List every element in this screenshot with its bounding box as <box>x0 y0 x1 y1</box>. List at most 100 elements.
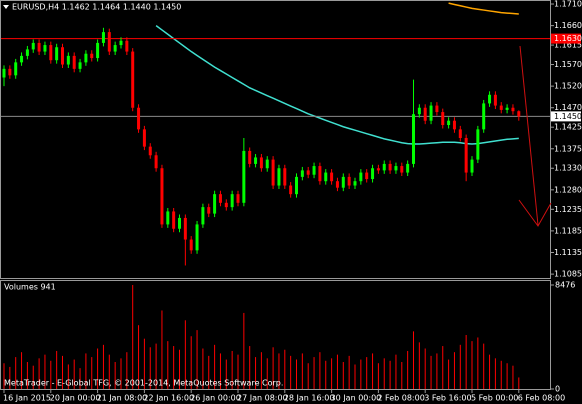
x-tick-label: 26 Jan 00:00 <box>190 394 241 403</box>
candle-body <box>25 49 29 56</box>
candle-body <box>43 45 47 52</box>
candle-body <box>464 137 468 173</box>
candle-body <box>195 224 199 251</box>
candle-body <box>318 166 322 182</box>
candle-body <box>230 194 234 208</box>
y-tick-label: 1.1280 <box>554 185 582 194</box>
candle-body <box>66 55 70 65</box>
collapse-icon[interactable] <box>3 5 9 9</box>
candle-body <box>84 53 88 63</box>
y-tick-label: 1.1660 <box>554 21 582 30</box>
level-label-box <box>551 33 581 44</box>
candle-body <box>412 114 415 164</box>
x-tick-label: 21 Jan 08:00 <box>97 394 148 403</box>
x-tick-label: 30 Jan 00:00 <box>331 394 382 403</box>
candle-body <box>359 172 363 182</box>
candle-body <box>236 194 240 203</box>
candle-body <box>242 150 246 203</box>
candle-body <box>452 120 456 130</box>
candle-body <box>435 105 439 113</box>
candle-body <box>14 62 18 76</box>
candle-body <box>107 32 111 52</box>
candle-body <box>131 51 135 108</box>
candle-body <box>365 172 369 180</box>
y-tick-label: 1.1710 <box>554 0 582 9</box>
price-plot <box>1 2 550 266</box>
price-pane-frame <box>0 0 551 279</box>
candle-body <box>429 105 433 121</box>
candle-body <box>499 105 503 110</box>
chart-title: EURUSD,H4 1.1462 1.1464 1.1440 1.1450 <box>12 3 181 12</box>
candle-body <box>341 176 345 188</box>
level-label: 1.1630 <box>554 34 582 43</box>
moving-average <box>155 25 519 145</box>
volume-tick-label: 8476 <box>555 281 575 290</box>
candle-body <box>2 68 6 78</box>
candle-body <box>306 170 310 175</box>
y-tick-label: 1.1425 <box>554 123 582 132</box>
x-tick-label: 27 Jan 08:00 <box>237 394 288 403</box>
x-tick-label: 16 Jan 2015 <box>3 394 51 403</box>
volume-pane-frame <box>0 280 551 390</box>
candle-body <box>201 207 205 225</box>
candle-body <box>218 194 222 203</box>
x-tick-label: 20 Jan 00:00 <box>50 394 101 403</box>
y-tick-label: 1.1470 <box>554 103 582 112</box>
candle-body <box>458 129 462 138</box>
candle-body <box>72 55 76 69</box>
candle-body <box>517 111 521 117</box>
candle-body <box>335 181 339 188</box>
candle-body <box>148 146 152 156</box>
candle-body <box>493 94 497 106</box>
candle-body <box>324 172 328 182</box>
candle-body <box>283 168 287 186</box>
candle-body <box>119 40 123 46</box>
candle-body <box>394 166 398 171</box>
candle-body <box>142 129 146 147</box>
candle-body <box>213 194 217 214</box>
x-tick-label: 6 Feb 08:00 <box>518 394 565 403</box>
candle-body <box>353 181 357 186</box>
y-tick-label: 1.1570 <box>554 60 582 69</box>
x-tick-label: 2 Feb 08:00 <box>377 394 424 403</box>
candle-body <box>511 107 515 112</box>
y-tick-label: 1.1185 <box>554 226 582 235</box>
volume-plot <box>3 285 520 389</box>
y-tick-label: 1.1135 <box>554 248 582 257</box>
candle-body <box>505 107 509 110</box>
candle-body <box>101 32 105 43</box>
candle-body <box>20 55 24 63</box>
candle-body <box>166 211 170 225</box>
candle-body <box>37 42 41 52</box>
candle-body <box>183 217 187 240</box>
candle-body <box>160 168 164 225</box>
candle-body <box>330 172 334 182</box>
candle-body <box>388 163 392 171</box>
y-tick-label: 1.1375 <box>554 144 582 153</box>
x-tick-label: 3 Feb 16:00 <box>424 394 471 403</box>
candle-body <box>265 159 269 169</box>
candle-body <box>406 163 410 173</box>
candle-body <box>49 45 53 61</box>
candle-body <box>376 168 380 171</box>
drawn-arrow <box>519 45 539 226</box>
candle-body <box>172 211 176 229</box>
drawn-arrow-head <box>518 199 552 227</box>
candle-body <box>189 239 193 251</box>
candle-body <box>347 176 351 186</box>
candle-body <box>447 120 451 126</box>
candle-body <box>90 53 94 59</box>
candle-body <box>423 107 427 121</box>
x-tick-label: 28 Jan 16:00 <box>284 394 335 403</box>
candle-body <box>78 62 82 69</box>
candle-body <box>295 176 298 195</box>
candle-body <box>289 185 293 195</box>
candle-body <box>248 150 252 164</box>
candle-body <box>125 40 129 52</box>
candle-body <box>96 42 100 59</box>
y-tick-label: 1.1520 <box>554 82 582 91</box>
candle-body <box>254 157 258 164</box>
candle-body <box>61 47 64 65</box>
